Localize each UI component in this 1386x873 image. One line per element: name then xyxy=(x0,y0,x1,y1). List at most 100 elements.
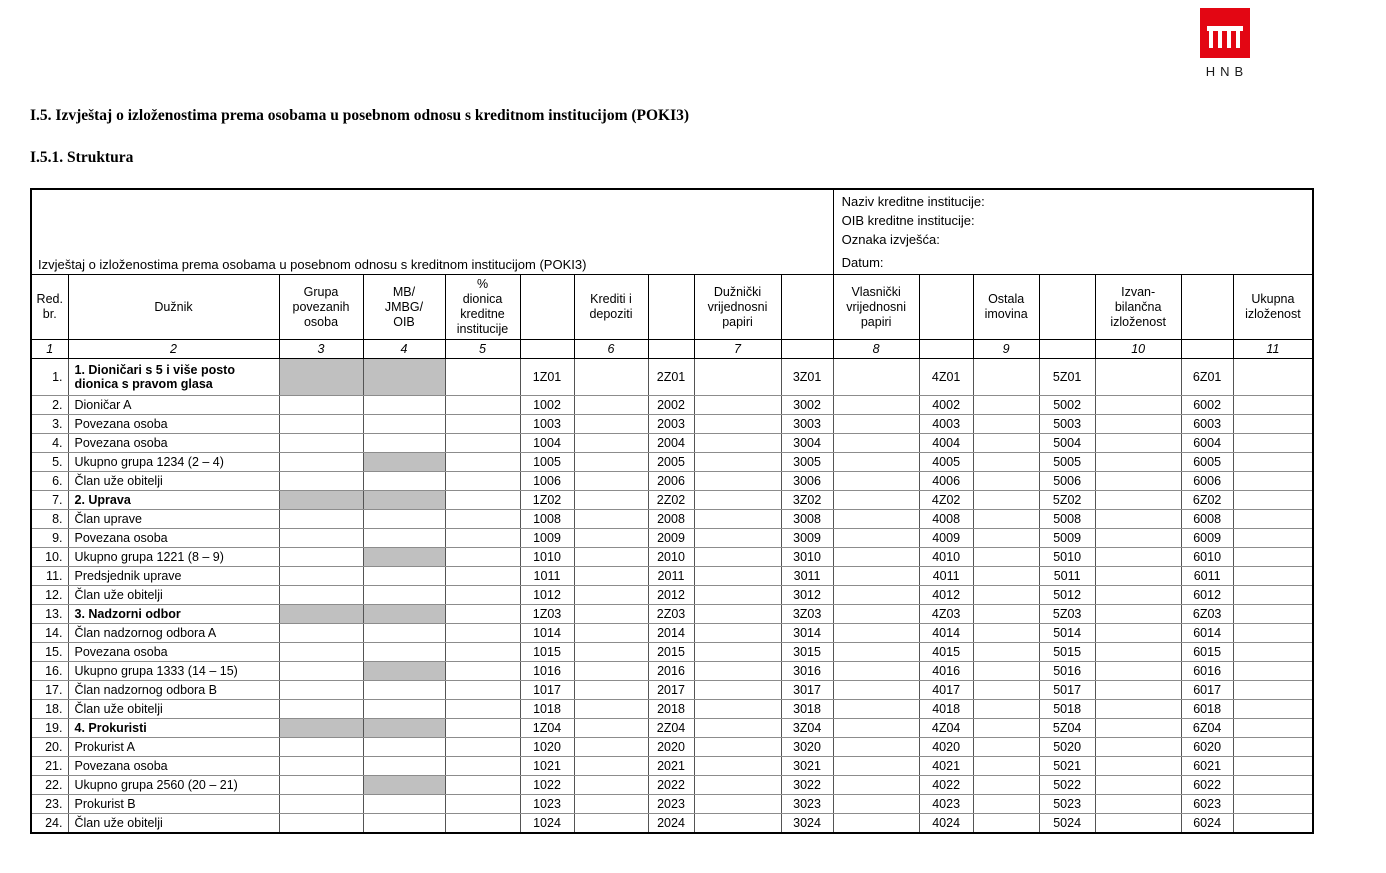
poki3-form-table: Izvještaj o izloženostima prema osobama … xyxy=(30,188,1315,834)
code-cell: 5017 xyxy=(1038,680,1096,700)
code-cell: 5014 xyxy=(1038,623,1096,643)
code-cell: 5016 xyxy=(1038,661,1096,681)
izvanbilancna-value-cell xyxy=(1094,699,1182,719)
table-row: 12. Član uže obitelji 1012 2012 3012 401… xyxy=(30,585,1314,605)
group-cell xyxy=(278,414,364,434)
duznicki-vp-value-cell xyxy=(693,737,782,757)
code-cell: 4021 xyxy=(918,756,974,776)
code-cell: 1008 xyxy=(519,509,575,529)
code-cell: 6014 xyxy=(1180,623,1234,643)
group-cell xyxy=(278,547,364,567)
table-row: 5. Ukupno grupa 1234 (2 – 4) 1005 2005 3… xyxy=(30,452,1314,472)
vlasnicki-vp-value-cell xyxy=(832,756,920,776)
izvanbilancna-value-cell xyxy=(1094,813,1182,833)
ostala-imovina-value-cell xyxy=(972,661,1040,681)
pct-shares-cell xyxy=(444,547,521,567)
ostala-imovina-value-cell xyxy=(972,509,1040,529)
ostala-imovina-value-cell xyxy=(972,718,1040,738)
table-row: 22. Ukupno grupa 2560 (20 – 21) 1022 202… xyxy=(30,775,1314,795)
group-cell xyxy=(278,585,364,605)
code-cell: 6006 xyxy=(1180,471,1234,491)
code-cell: 4002 xyxy=(918,395,974,415)
col-number xyxy=(1180,339,1234,359)
code-cell: 1017 xyxy=(519,680,575,700)
vlasnicki-vp-value-cell xyxy=(832,528,920,548)
col-header-code-5 xyxy=(1038,274,1096,340)
code-cell: 3012 xyxy=(780,585,834,605)
group-cell xyxy=(278,452,364,472)
col-number: 2 xyxy=(67,339,280,359)
debtor-cell: Ukupno grupa 2560 (20 – 21) xyxy=(67,775,280,795)
report-code-label: Oznaka izvješća: xyxy=(841,232,940,247)
vlasnicki-vp-value-cell xyxy=(832,604,920,624)
info-block-row: Izvještaj o izloženostima prema osobama … xyxy=(30,188,1314,275)
debtor-cell: Član nadzornog odbora B xyxy=(67,680,280,700)
col-number: 3 xyxy=(278,339,364,359)
pct-shares-cell xyxy=(444,699,521,719)
code-cell: 2024 xyxy=(647,813,695,833)
krediti-value-cell xyxy=(573,661,649,681)
mb-jmbg-oib-cell xyxy=(362,547,446,567)
ukupna-value-cell xyxy=(1232,585,1314,605)
row-number-cell: 23. xyxy=(30,794,69,814)
code-cell: 5008 xyxy=(1038,509,1096,529)
code-cell: 5023 xyxy=(1038,794,1096,814)
code-cell: 3Z04 xyxy=(780,718,834,738)
ostala-imovina-value-cell xyxy=(972,433,1040,453)
izvanbilancna-value-cell xyxy=(1094,661,1182,681)
group-cell xyxy=(278,604,364,624)
col-header-duznik: Dužnik xyxy=(67,274,280,340)
row-number-cell: 24. xyxy=(30,813,69,833)
row-number-cell: 6. xyxy=(30,471,69,491)
col-header-ukupna: Ukupna izloženost xyxy=(1232,274,1314,340)
izvanbilancna-value-cell xyxy=(1094,395,1182,415)
code-cell: 5Z03 xyxy=(1038,604,1096,624)
duznicki-vp-value-cell xyxy=(693,813,782,833)
ukupna-value-cell xyxy=(1232,737,1314,757)
row-number-cell: 19. xyxy=(30,718,69,738)
code-cell: 2008 xyxy=(647,509,695,529)
code-cell: 4006 xyxy=(918,471,974,491)
page-subtitle: I.5.1. Struktura xyxy=(30,149,134,166)
krediti-value-cell xyxy=(573,775,649,795)
table-row: 13. 3. Nadzorni odbor 1Z03 2Z03 3Z03 4Z0… xyxy=(30,604,1314,624)
col-header-grupa: Grupa povezanih osoba xyxy=(278,274,364,340)
code-cell: 2006 xyxy=(647,471,695,491)
code-cell: 2020 xyxy=(647,737,695,757)
ostala-imovina-value-cell xyxy=(972,699,1040,719)
pct-shares-cell xyxy=(444,585,521,605)
ukupna-value-cell xyxy=(1232,604,1314,624)
mb-jmbg-oib-cell xyxy=(362,794,446,814)
table-row: 17. Član nadzornog odbora B 1017 2017 30… xyxy=(30,680,1314,700)
row-number-cell: 14. xyxy=(30,623,69,643)
code-cell: 5009 xyxy=(1038,528,1096,548)
group-cell xyxy=(278,528,364,548)
code-cell: 1Z03 xyxy=(519,604,575,624)
ukupna-value-cell xyxy=(1232,433,1314,453)
vlasnicki-vp-value-cell xyxy=(832,547,920,567)
debtor-cell: 4. Prokuristi xyxy=(67,718,280,738)
krediti-value-cell xyxy=(573,813,649,833)
debtor-cell: Prokurist B xyxy=(67,794,280,814)
code-cell: 4016 xyxy=(918,661,974,681)
group-cell xyxy=(278,699,364,719)
code-cell: 3022 xyxy=(780,775,834,795)
duznicki-vp-value-cell xyxy=(693,490,782,510)
col-header-code-3 xyxy=(780,274,834,340)
code-cell: 4015 xyxy=(918,642,974,662)
group-cell xyxy=(278,358,364,396)
ukupna-value-cell xyxy=(1232,642,1314,662)
debtor-cell: Ukupno grupa 1234 (2 – 4) xyxy=(67,452,280,472)
code-cell: 6004 xyxy=(1180,433,1234,453)
code-cell: 2005 xyxy=(647,452,695,472)
mb-jmbg-oib-cell xyxy=(362,680,446,700)
mb-jmbg-oib-cell xyxy=(362,699,446,719)
vlasnicki-vp-value-cell xyxy=(832,718,920,738)
debtor-cell: Povezana osoba xyxy=(67,756,280,776)
column-header-row: Red. br. Dužnik Grupa povezanih osoba MB… xyxy=(30,274,1314,340)
mb-jmbg-oib-cell xyxy=(362,585,446,605)
code-cell: 5020 xyxy=(1038,737,1096,757)
group-cell xyxy=(278,813,364,833)
krediti-value-cell xyxy=(573,680,649,700)
col-number xyxy=(1038,339,1096,359)
